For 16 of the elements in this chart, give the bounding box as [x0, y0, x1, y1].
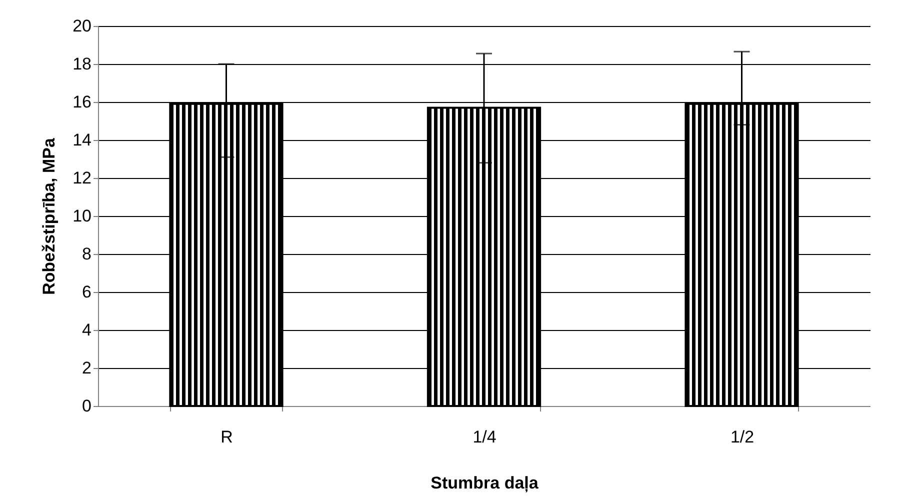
y-tick-label: 6	[82, 282, 92, 302]
x-tick-label: 1/2	[730, 428, 754, 446]
y-tick-label: 4	[82, 320, 92, 340]
y-tick-label: 14	[72, 130, 92, 150]
x-tick-label: R	[220, 428, 233, 446]
y-axis-title: Robežstiprība, MPa	[40, 138, 59, 295]
y-tick-label: 12	[72, 168, 92, 188]
y-tick-label: 0	[82, 396, 92, 416]
y-tick-label: 2	[82, 358, 92, 378]
y-tick-label: 20	[72, 16, 92, 36]
y-tick-label: 8	[82, 244, 92, 264]
x-axis-title: Stumbra daļa	[430, 474, 539, 492]
y-tick-label: 10	[72, 206, 92, 226]
x-tick-label: 1/4	[472, 428, 496, 446]
y-tick-label: 16	[72, 92, 92, 112]
y-tick-label: 18	[72, 54, 92, 74]
